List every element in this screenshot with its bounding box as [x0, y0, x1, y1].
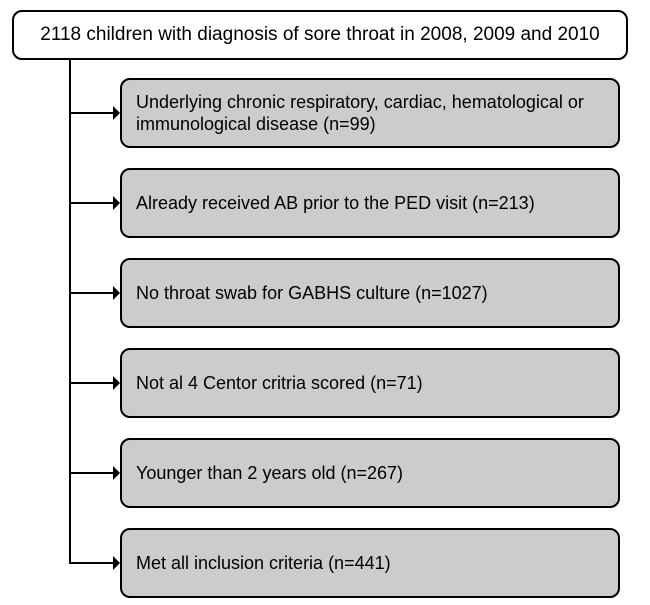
flowchart: 2118 children with diagnosis of sore thr…: [0, 0, 650, 605]
step-box-label-0: Underlying chronic respiratory, cardiac,…: [136, 91, 604, 136]
branch-arrow-1: [113, 196, 120, 210]
step-box-5: Met all inclusion criteria (n=441): [120, 528, 620, 598]
step-box-3: Not al 4 Centor critria scored (n=71): [120, 348, 620, 418]
branch-line-4: [69, 472, 113, 474]
step-box-label-4: Younger than 2 years old (n=267): [136, 462, 403, 485]
top-box: 2118 children with diagnosis of sore thr…: [12, 10, 628, 60]
step-box-4: Younger than 2 years old (n=267): [120, 438, 620, 508]
branch-arrow-4: [113, 466, 120, 480]
branch-line-2: [69, 292, 113, 294]
step-box-label-5: Met all inclusion criteria (n=441): [136, 552, 391, 575]
step-box-label-1: Already received AB prior to the PED vis…: [136, 192, 535, 215]
step-box-label-2: No throat swab for GABHS culture (n=1027…: [136, 282, 488, 305]
step-box-1: Already received AB prior to the PED vis…: [120, 168, 620, 238]
top-box-label: 2118 children with diagnosis of sore thr…: [40, 24, 600, 46]
branch-arrow-0: [113, 106, 120, 120]
branch-arrow-2: [113, 286, 120, 300]
branch-line-3: [69, 382, 113, 384]
trunk-line: [69, 60, 71, 564]
branch-line-1: [69, 202, 113, 204]
branch-arrow-5: [113, 556, 120, 570]
step-box-0: Underlying chronic respiratory, cardiac,…: [120, 78, 620, 148]
step-box-label-3: Not al 4 Centor critria scored (n=71): [136, 372, 423, 395]
branch-arrow-3: [113, 376, 120, 390]
branch-line-5: [69, 562, 113, 564]
step-box-2: No throat swab for GABHS culture (n=1027…: [120, 258, 620, 328]
branch-line-0: [69, 112, 113, 114]
